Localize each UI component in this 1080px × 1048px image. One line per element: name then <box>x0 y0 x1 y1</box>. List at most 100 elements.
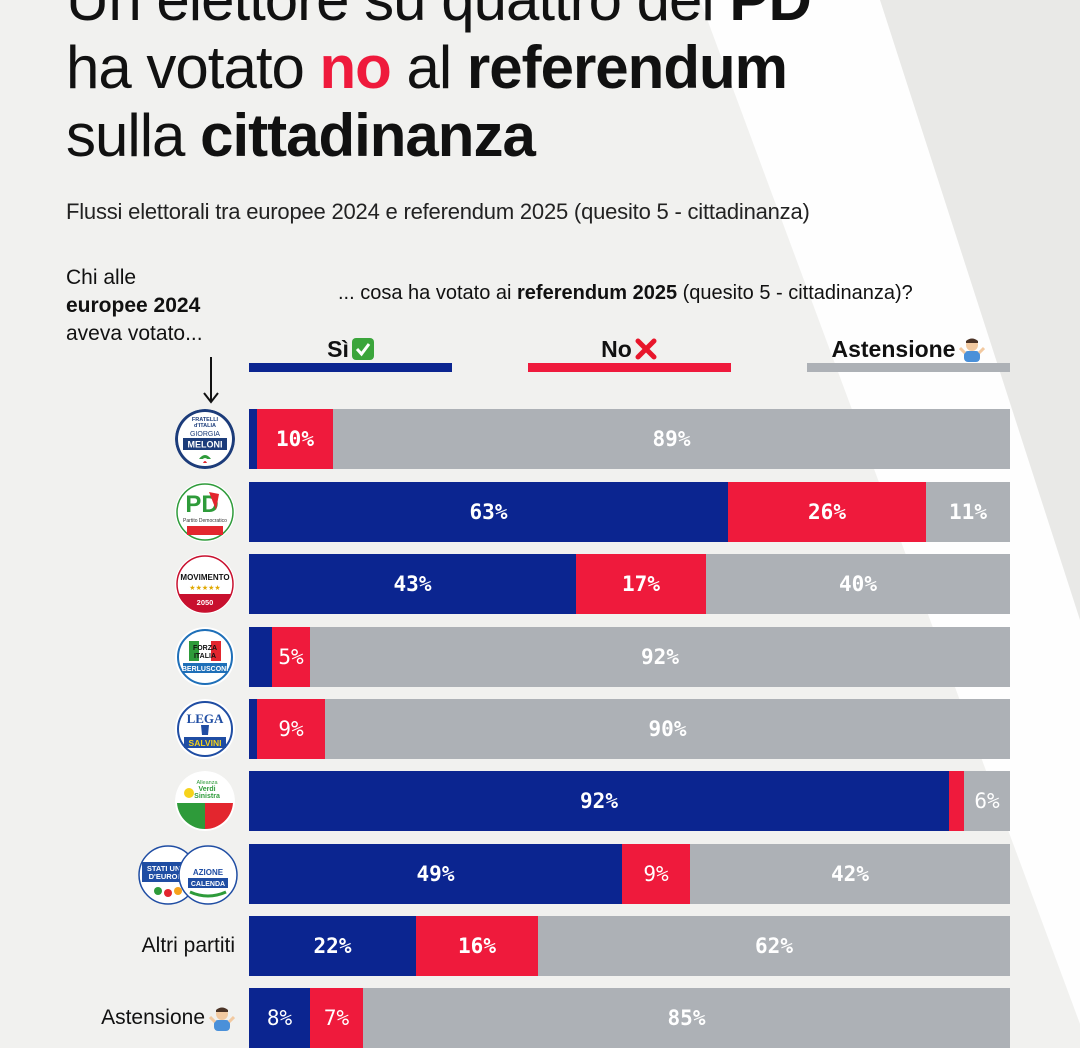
label-m5s-astensione: 40% <box>839 572 877 596</box>
bar-pd-astensione <box>926 482 1010 542</box>
bar-centro-astensione <box>690 844 1010 904</box>
svg-text:MELONI: MELONI <box>188 440 223 450</box>
headline-line-1: Un elettore su quattro del PD <box>66 0 966 34</box>
shrug-icon <box>959 336 986 362</box>
label-pd-si: 63% <box>469 500 508 524</box>
legend-label-si: Sì <box>327 335 349 362</box>
label-astensione-no: 7% <box>323 1006 350 1030</box>
svg-text:BERLUSCONI: BERLUSCONI <box>182 666 228 673</box>
chart-row-astensione: Astensione 8% 7% 85% <box>0 988 1080 1048</box>
label-centro-astensione: 42% <box>831 862 869 886</box>
bar-avs-si <box>249 771 949 831</box>
label-avs-si: 92% <box>580 789 618 813</box>
label-pd-astensione: 11% <box>949 500 987 524</box>
label-fi-astensione: 92% <box>641 645 679 669</box>
chart-row-altri: Altri partiti 22% 16% 62% <box>0 916 1080 976</box>
svg-text:Alleanza: Alleanza <box>196 780 218 786</box>
bar-lega-astensione <box>325 699 1010 759</box>
column-question: ... cosa ha votato ai referendum 2025 (q… <box>338 282 913 304</box>
row-axis-hint: Chi alle europee 2024 aveva votato... <box>66 266 203 345</box>
headline-line-3: sulla cittadinanza <box>66 102 536 169</box>
svg-text:Partito Democratico: Partito Democratico <box>183 518 227 524</box>
check-icon <box>351 337 374 360</box>
label-fdi-no: 10% <box>276 427 314 451</box>
bar-track-altri: 22% 16% 62% <box>249 916 1010 976</box>
bar-altri-si <box>249 916 416 976</box>
down-arrow-icon <box>203 357 219 404</box>
legend-item-no: No <box>528 333 731 372</box>
chart-row-lega: LEGA SALVINI 9% 90% <box>0 699 1080 759</box>
row-label-astensione: Astensione <box>101 988 235 1048</box>
bar-lega-si <box>249 699 257 759</box>
subtitle: Flussi elettorali tra europee 2024 e ref… <box>66 199 810 224</box>
label-m5s-si: 43% <box>393 572 432 596</box>
legend-swatch-astensione <box>807 363 1010 372</box>
svg-text:CALENDA: CALENDA <box>191 881 225 888</box>
legend-swatch-si <box>249 363 452 372</box>
label-avs-astensione: 6% <box>974 789 1000 813</box>
svg-text:MOVIMENTO: MOVIMENTO <box>180 573 229 582</box>
bar-track-fdi: 10% 89% <box>249 409 1010 469</box>
legend-swatch-no <box>528 363 731 372</box>
legend-label-astensione: Astensione <box>831 335 956 362</box>
partito-democratico-logo: PD Partito Democratico <box>175 482 235 542</box>
chart-row-m5s: MOVIMENTO ★★★★★ 2050 43% 17% 40% <box>0 554 1080 614</box>
svg-text:d'ITALIA: d'ITALIA <box>194 423 216 429</box>
chart-row-avs: Alleanza Verdi Sinistra 92% 6% <box>0 771 1080 831</box>
svg-text:AZIONE: AZIONE <box>193 868 224 877</box>
svg-text:SALVINI: SALVINI <box>189 738 222 748</box>
legend-item-astensione: Astensione <box>807 333 1010 372</box>
lega-logo: LEGA SALVINI <box>175 699 235 759</box>
chart-row-centro: STATI UNITI D'EUROPA AZIONE CALENDA 49% 9… <box>0 844 1080 905</box>
bar-centro-no <box>622 844 690 904</box>
bar-pd-no <box>728 482 926 542</box>
bar-fdi-astensione <box>333 409 1010 469</box>
cross-icon <box>634 337 658 361</box>
label-lega-no: 9% <box>278 717 304 741</box>
svg-text:2050: 2050 <box>197 598 214 607</box>
svg-text:★★★★★: ★★★★★ <box>189 584 220 592</box>
bar-track-centro: 49% 9% 42% <box>249 844 1010 904</box>
bar-altri-astensione <box>538 916 1010 976</box>
label-altri-no: 16% <box>458 934 496 958</box>
svg-text:ITALIA: ITALIA <box>194 653 216 660</box>
bar-fdi-si <box>249 409 257 469</box>
alleanza-verdi-sinistra-logo: Alleanza Verdi Sinistra <box>175 771 235 831</box>
movimento-5-stelle-logo: MOVIMENTO ★★★★★ 2050 <box>175 554 235 614</box>
label-centro-si: 49% <box>416 862 455 886</box>
bar-avs-astensione <box>964 771 1010 831</box>
shrug-icon <box>209 1005 235 1032</box>
label-m5s-no: 17% <box>622 572 660 596</box>
legend-label-no: No <box>601 335 632 362</box>
label-fi-no: 5% <box>278 645 304 669</box>
bar-track-lega: 9% 90% <box>249 699 1010 759</box>
label-astensione-astensione: 85% <box>667 1006 706 1030</box>
bar-track-pd: 63% 26% 11% <box>249 482 1010 542</box>
bar-avs-no <box>949 771 964 831</box>
label-pd-no: 26% <box>808 500 846 524</box>
label-lega-astensione: 90% <box>648 717 687 741</box>
bar-pd-si <box>249 482 728 542</box>
label-astensione-si: 8% <box>266 1006 293 1030</box>
bar-m5s-si <box>249 554 576 614</box>
svg-text:LEGA: LEGA <box>187 711 224 726</box>
bar-altri-no <box>416 916 538 976</box>
label-centro-no: 9% <box>643 862 669 886</box>
label-altri-astensione: 62% <box>755 934 793 958</box>
fratelli-d-italia-logo: FRATELLI d'ITALIA GIORGIA MELONI <box>175 409 235 469</box>
bar-fi-no <box>272 627 310 687</box>
bar-centro-si <box>249 844 622 904</box>
svg-text:D'EUROPA: D'EUROPA <box>149 872 188 881</box>
bar-fdi-no <box>257 409 333 469</box>
bar-fi-astensione <box>310 627 1010 687</box>
label-fdi-astensione: 89% <box>652 427 691 451</box>
svg-text:FORZA: FORZA <box>193 645 217 652</box>
bar-track-avs: 92% 6% <box>249 771 1010 831</box>
svg-text:Sinistra: Sinistra <box>194 793 220 800</box>
svg-text:GIORGIA: GIORGIA <box>190 431 220 438</box>
chart-row-pd: PD Partito Democratico 63% 26% 11% <box>0 482 1080 542</box>
chart-row-fi: FORZA ITALIA BERLUSCONI 5% 92% <box>0 627 1080 687</box>
bar-track-astensione: 8% 7% 85% <box>249 988 1010 1048</box>
bar-track-m5s: 43% 17% 40% <box>249 554 1010 614</box>
label-altri-si: 22% <box>313 934 352 958</box>
